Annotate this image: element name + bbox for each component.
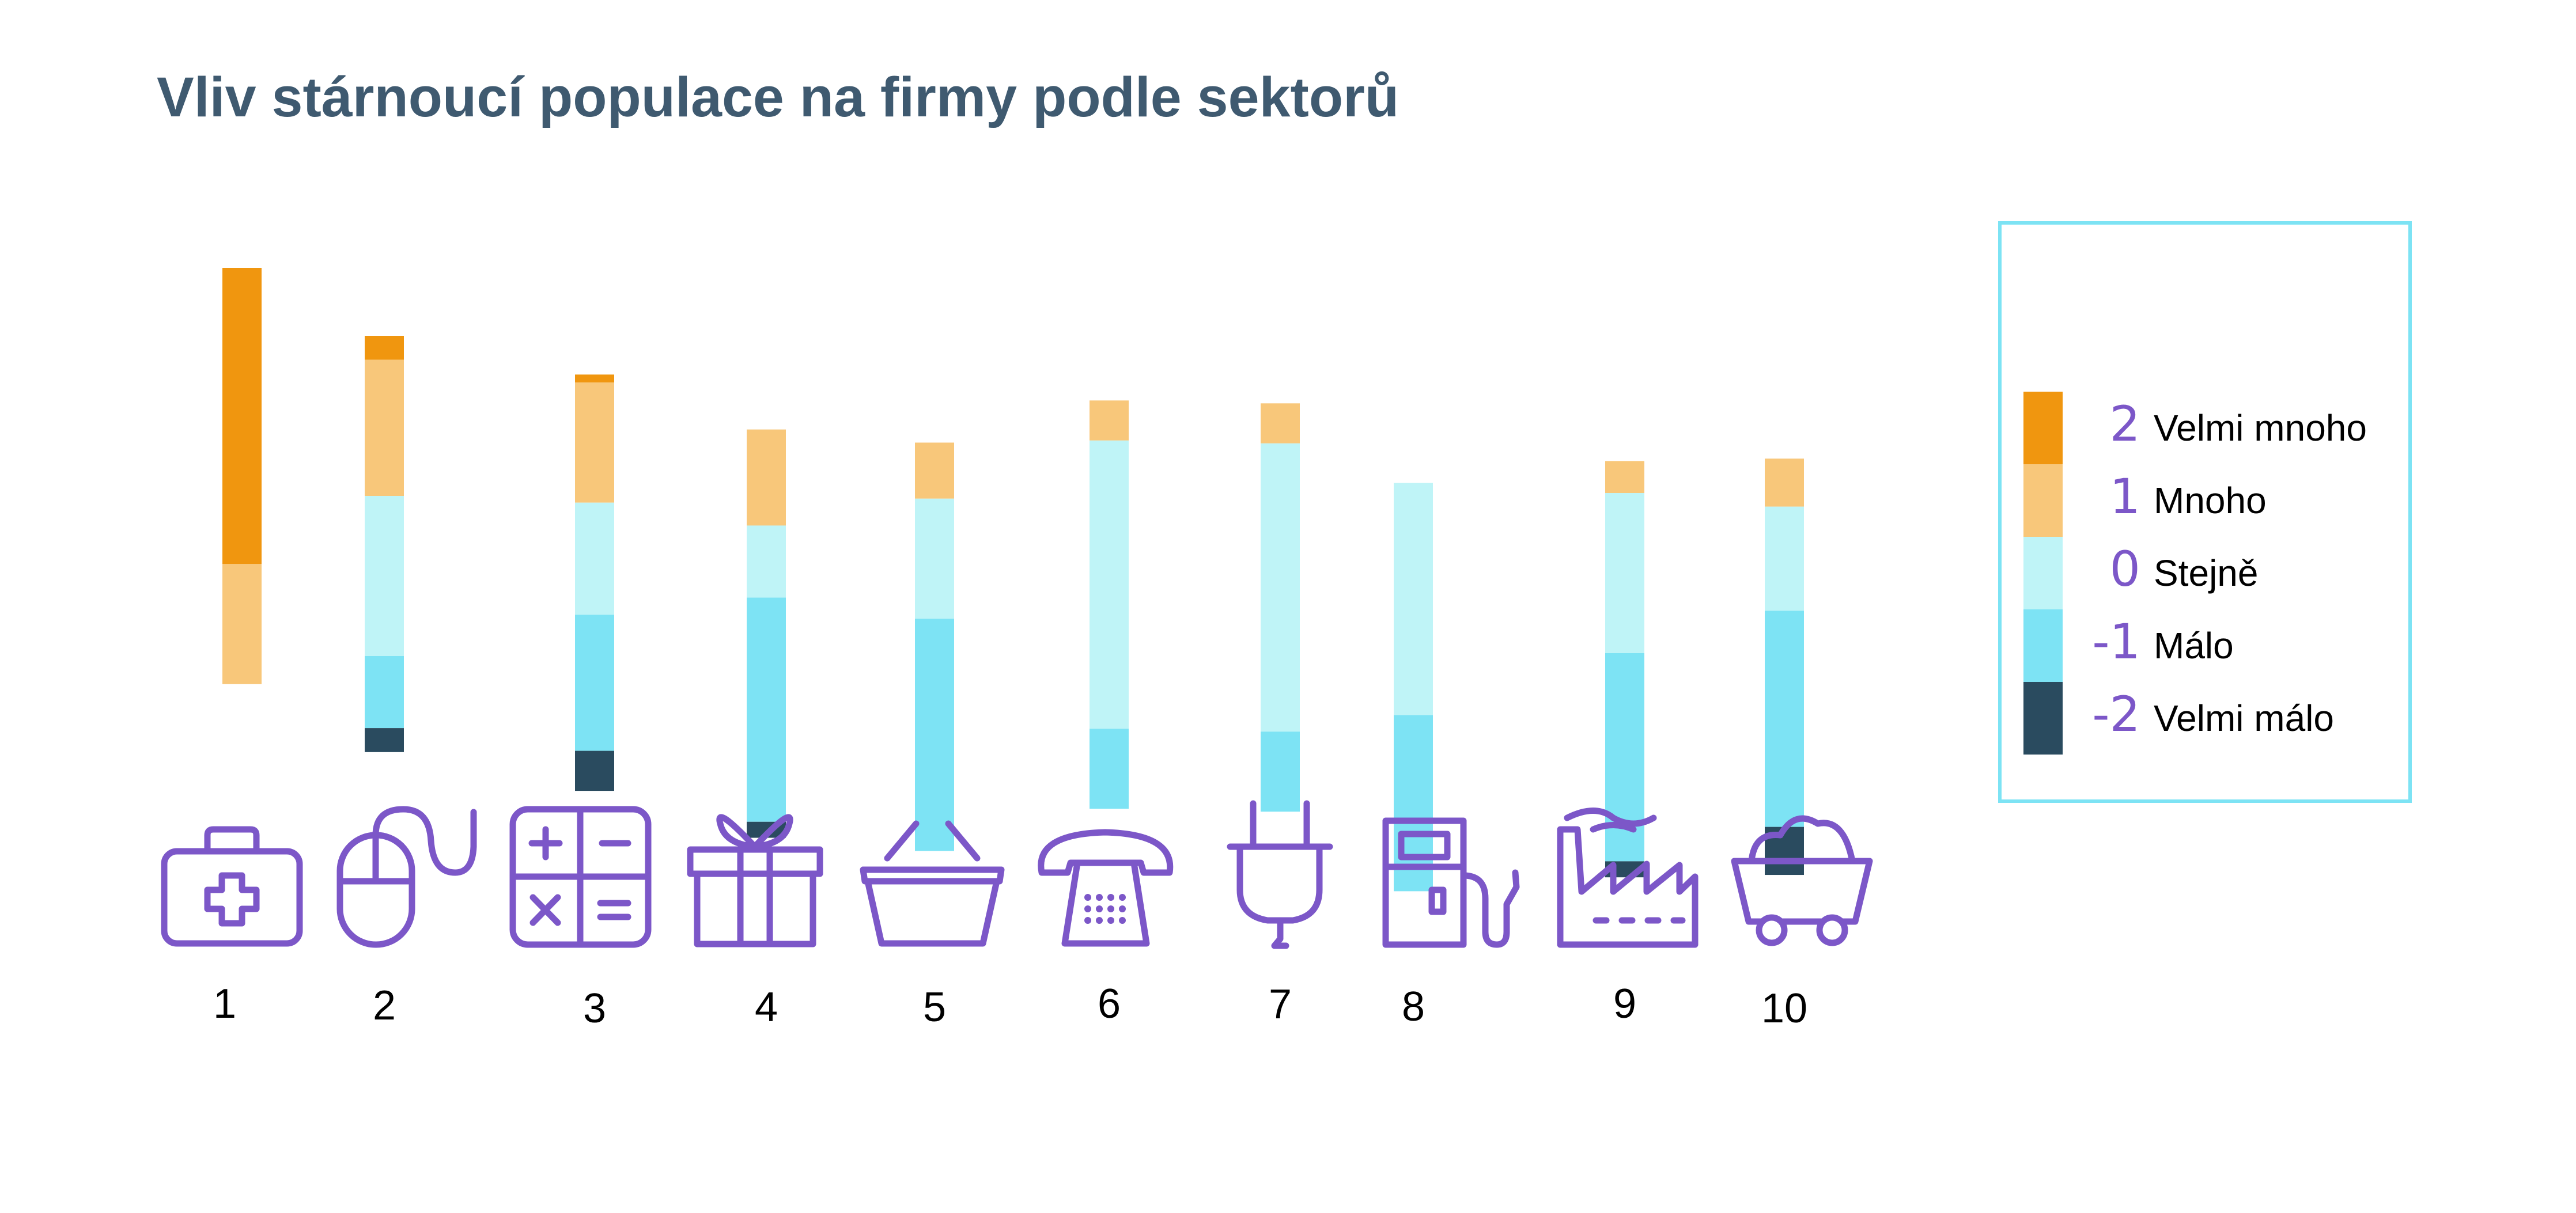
bar-segment-8--1	[1394, 715, 1433, 892]
category-label-4: 4	[755, 984, 778, 1030]
legend-value--1: -1	[2092, 613, 2140, 670]
legend-swatch--1	[2023, 609, 2063, 682]
legend-label--1: Málo	[2154, 625, 2234, 666]
bar-segment-3-2	[575, 374, 614, 383]
legend-label-1: Mnoho	[2154, 480, 2267, 521]
bar-segment-3--1	[575, 615, 614, 751]
bar-segment-7--1	[1261, 731, 1300, 812]
bar-segment-5--1	[915, 619, 954, 851]
bar-segment-10-0	[1765, 506, 1804, 611]
category-label-9: 9	[1613, 981, 1636, 1027]
computer-mouse-icon	[336, 806, 477, 948]
legend-swatch-1	[2023, 464, 2063, 537]
bar-segment-3-1	[575, 382, 614, 503]
medical-kit-icon	[161, 826, 303, 947]
bar-segment-4--1	[747, 597, 786, 822]
bar-stack-10	[1765, 458, 1804, 875]
legend-value-2: 2	[2110, 396, 2140, 452]
bar-segment-4-0	[747, 525, 786, 598]
bar-stack-4	[747, 429, 786, 838]
bar-segment-3-0	[575, 502, 614, 615]
legend-swatch-2	[2023, 392, 2063, 464]
chart-title: Vliv stárnoucí populace na firmy podle s…	[157, 66, 1399, 128]
shopping-basket-icon	[860, 820, 1005, 947]
bar-segment-10--1	[1765, 611, 1804, 827]
bar-segment-2--1	[365, 656, 404, 729]
category-label-5: 5	[923, 984, 946, 1030]
legend-frame	[1998, 221, 2412, 803]
bar-segment-1-2	[222, 268, 262, 564]
legend-value-1: 1	[2110, 468, 2140, 525]
bar-segment-5-0	[915, 498, 954, 619]
category-labels: 1 2 3 4 5 6 7 8 9 10	[213, 981, 1807, 1032]
bar-segment-2-0	[365, 496, 404, 656]
category-label-2: 2	[373, 983, 396, 1029]
telephone-icon	[1038, 829, 1174, 947]
legend: 2 Velmi mnoho 1 Mnoho 0 Stejně -1 Málo -2 Velmi m…	[1998, 221, 2412, 803]
bar-segment-2--2	[365, 728, 404, 752]
bar-segment-3--2	[575, 750, 614, 791]
legend-value--2: -2	[2092, 686, 2140, 742]
bar-segment-6--1	[1090, 729, 1129, 809]
category-label-10: 10	[1761, 985, 1807, 1032]
bars-group	[222, 268, 1804, 892]
bar-stack-3	[575, 374, 614, 791]
category-label-8: 8	[1402, 984, 1425, 1030]
bar-segment-1-1	[222, 564, 262, 684]
plug-icon	[1227, 800, 1333, 949]
bar-segment-7-1	[1261, 403, 1300, 443]
bar-segment-4-1	[747, 429, 786, 526]
bar-segment-9-0	[1605, 493, 1644, 653]
bar-segment-5-1	[915, 442, 954, 499]
legend-swatch-0	[2023, 537, 2063, 609]
bar-segment-8-0	[1394, 483, 1433, 715]
bar-stack-6	[1090, 400, 1129, 809]
bar-segment-7-0	[1261, 443, 1300, 732]
legend-value-0: 0	[2110, 541, 2140, 597]
bar-stack-1	[222, 268, 262, 684]
bar-segment-10-1	[1765, 458, 1804, 507]
bar-segment-9-1	[1605, 461, 1644, 493]
icons-group	[161, 800, 1873, 949]
bar-segment-6-1	[1090, 400, 1129, 441]
bar-segment-2-2	[365, 336, 404, 360]
bar-stack-2	[365, 336, 404, 752]
calculator-icon	[509, 806, 652, 948]
gift-icon	[687, 814, 823, 947]
legend-label-2: Velmi mnoho	[2154, 407, 2367, 449]
bar-segment-2-1	[365, 359, 404, 496]
mine-cart-icon	[1731, 815, 1873, 946]
bar-segment-9--1	[1605, 653, 1644, 862]
bar-segment-6-0	[1090, 440, 1129, 729]
category-label-1: 1	[213, 981, 236, 1027]
fuel-pump-icon	[1382, 817, 1520, 948]
bar-stack-5	[915, 442, 954, 851]
legend-label--2: Velmi málo	[2154, 698, 2334, 739]
bar-stack-7	[1261, 403, 1300, 812]
legend-swatch--2	[2023, 682, 2063, 755]
legend-label-0: Stejně	[2154, 552, 2258, 594]
category-label-6: 6	[1098, 981, 1121, 1027]
category-label-3: 3	[583, 985, 606, 1032]
factory-icon	[1557, 808, 1699, 948]
category-label-7: 7	[1269, 981, 1292, 1028]
bar-stack-8	[1394, 483, 1433, 892]
